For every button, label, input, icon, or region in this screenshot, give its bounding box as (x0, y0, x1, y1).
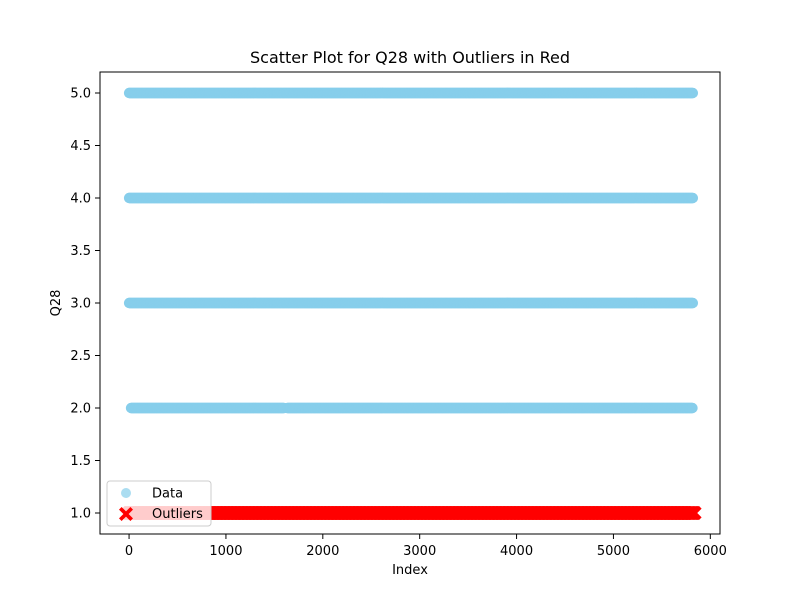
data-point (687, 402, 698, 414)
y-tick-label: 2.0 (70, 402, 91, 417)
legend: Data Outliers (106, 480, 212, 527)
x-tick-label: 1000 (209, 544, 242, 559)
x-tick-label: 2000 (306, 544, 339, 559)
y-tick-label: 5.0 (70, 87, 91, 102)
legend-data-marker (121, 488, 131, 498)
y-tick-label: 3.0 (70, 297, 91, 312)
x-tick-label: 4000 (500, 544, 533, 559)
legend-data-label: Data (152, 487, 183, 502)
y-tick-label: 2.5 (70, 349, 91, 364)
data-points (122, 87, 702, 520)
x-tick-label: 0 (125, 544, 133, 559)
y-tick-label: 4.0 (70, 192, 91, 207)
legend-outliers-label: Outliers (152, 507, 203, 522)
y-axis-label: Q28 (49, 290, 64, 317)
x-axis-label: Index (392, 563, 428, 578)
chart-title: Scatter Plot for Q28 with Outliers in Re… (250, 48, 570, 67)
y-tick-label: 4.5 (70, 139, 91, 154)
plot-area (122, 87, 702, 520)
y-tick-label: 1.5 (70, 454, 91, 469)
x-tick-label: 5000 (597, 544, 630, 559)
data-point (687, 297, 699, 309)
data-point (687, 87, 699, 99)
data-point (687, 192, 699, 204)
x-tick-label: 6000 (694, 544, 727, 559)
x-tick-label: 3000 (403, 544, 436, 559)
y-tick-label: 1.0 (70, 507, 91, 522)
y-tick-label: 3.5 (70, 244, 91, 259)
